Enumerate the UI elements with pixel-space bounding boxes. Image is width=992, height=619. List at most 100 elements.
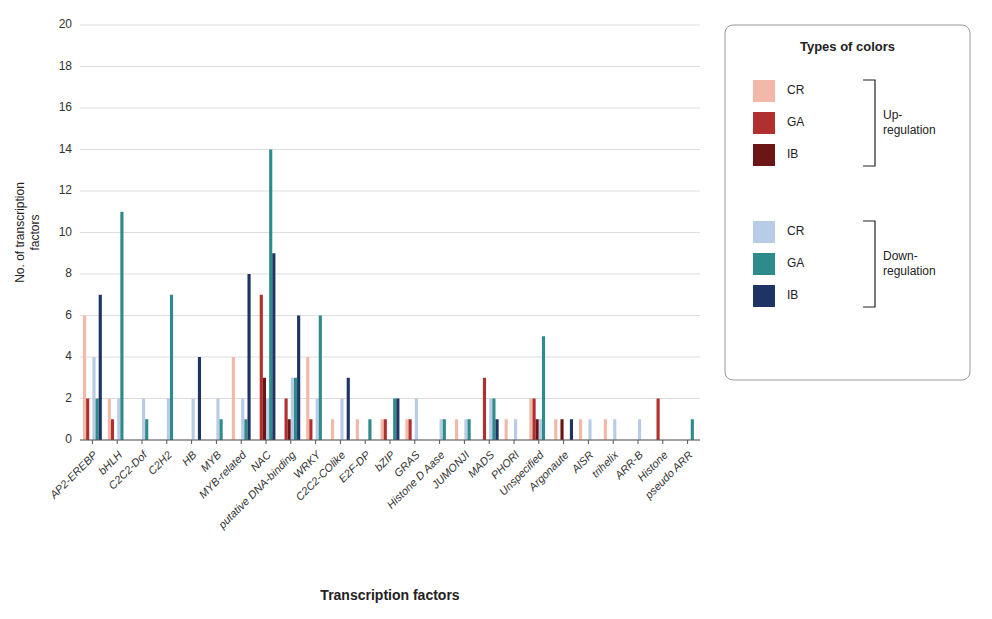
bar — [613, 419, 616, 440]
bar — [464, 419, 467, 440]
series — [96, 150, 694, 441]
x-tick — [117, 440, 118, 444]
x-tick — [439, 440, 440, 444]
x-tick-label: AP2-EREBP — [47, 448, 100, 501]
bar — [489, 399, 492, 441]
x-tick — [365, 440, 366, 444]
x-tick — [514, 440, 515, 444]
bar — [570, 419, 573, 440]
x-axis-label: Transcription factors — [320, 587, 459, 603]
x-tick-label: HB — [179, 449, 198, 468]
bar — [247, 274, 250, 440]
bar — [455, 419, 458, 440]
legend-swatch — [753, 144, 775, 166]
bar — [638, 419, 641, 440]
bar — [266, 399, 269, 441]
grid-line — [80, 108, 700, 109]
bar — [405, 419, 408, 440]
grid-line — [80, 25, 700, 26]
x-tick — [315, 440, 316, 444]
x-axis: AP2-EREBPbHLHC2C2-DofC2H2HBMYBMYB-relate… — [47, 440, 700, 531]
legend-swatch — [753, 221, 775, 243]
legend-swatch — [753, 253, 775, 275]
bar — [316, 399, 319, 441]
bar — [92, 357, 95, 440]
legend-bracket — [863, 80, 875, 166]
bar — [331, 419, 334, 440]
x-tick — [588, 440, 589, 444]
x-tick — [340, 440, 341, 444]
bar — [415, 399, 418, 441]
bar — [347, 378, 350, 440]
bar — [393, 399, 396, 441]
x-tick — [489, 440, 490, 444]
x-tick — [290, 440, 291, 444]
bar — [83, 316, 86, 441]
bar — [288, 419, 291, 440]
bar — [495, 419, 498, 440]
x-tick — [92, 440, 93, 444]
bar — [579, 419, 582, 440]
bar — [99, 295, 102, 440]
bar — [120, 212, 123, 440]
series — [92, 357, 641, 440]
bar — [396, 399, 399, 441]
y-tick-label: 12 — [59, 183, 73, 197]
x-tick-label: C2C2-Dof — [106, 448, 150, 492]
x-tick-label: E2F-DP — [336, 448, 373, 485]
y-axis-label: No. of transcriptionfactors — [13, 182, 42, 283]
bar — [291, 378, 294, 440]
x-tick-label: putative DNA-binding — [215, 448, 298, 531]
y-tick-label: 10 — [59, 225, 73, 239]
legend: Types of colorsCRGAIBUp-regulationCRGAIB… — [725, 25, 970, 380]
bar — [536, 419, 539, 440]
y-tick-label: 4 — [65, 349, 72, 363]
bar — [306, 357, 309, 440]
y-tick-label: 0 — [65, 432, 72, 446]
bar — [384, 419, 387, 440]
bar — [309, 419, 312, 440]
bar — [142, 399, 145, 441]
y-tick-label: 20 — [59, 17, 73, 31]
grid-line — [80, 149, 700, 150]
legend-label: CR — [787, 224, 805, 238]
bar — [483, 378, 486, 440]
chart: 02468101214161820AP2-EREBPbHLHC2C2-DofC2… — [0, 0, 992, 619]
bar — [285, 399, 288, 441]
bar — [505, 419, 508, 440]
bar — [117, 399, 120, 441]
x-tick — [687, 440, 688, 444]
bar — [604, 419, 607, 440]
legend-group-label: Down-regulation — [883, 249, 936, 278]
legend-label: IB — [787, 288, 798, 302]
x-tick — [414, 440, 415, 444]
bar — [356, 419, 359, 440]
bar — [657, 399, 660, 441]
bar — [192, 399, 195, 441]
legend-swatch — [753, 112, 775, 134]
bar — [244, 419, 247, 440]
grid-line — [80, 232, 700, 233]
bar — [263, 378, 266, 440]
bar — [198, 357, 201, 440]
x-tick — [216, 440, 217, 444]
bar — [539, 419, 542, 440]
bar — [269, 150, 272, 441]
y-tick-label: 2 — [65, 391, 72, 405]
legend-label: GA — [787, 115, 804, 129]
series — [263, 378, 564, 440]
bar — [560, 419, 563, 440]
bar — [170, 295, 173, 440]
y-axis: 02468101214161820 — [59, 17, 700, 446]
bar — [96, 399, 99, 441]
bar — [409, 419, 412, 440]
bar — [542, 336, 545, 440]
bar — [260, 295, 263, 440]
legend-label: GA — [787, 256, 804, 270]
x-tick — [563, 440, 564, 444]
x-tick — [191, 440, 192, 444]
x-tick — [613, 440, 614, 444]
x-tick — [142, 440, 143, 444]
bar — [294, 378, 297, 440]
x-tick — [538, 440, 539, 444]
